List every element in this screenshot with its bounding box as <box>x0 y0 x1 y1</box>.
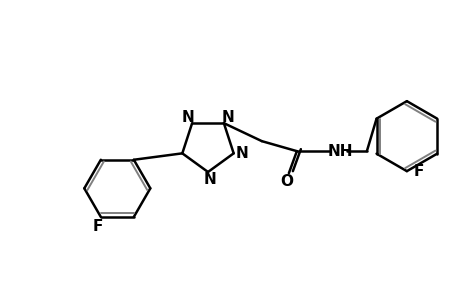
Text: F: F <box>413 164 423 179</box>
Text: N: N <box>203 172 216 187</box>
Text: N: N <box>181 110 194 125</box>
Text: N: N <box>221 110 234 125</box>
Text: NH: NH <box>327 144 353 159</box>
Text: F: F <box>92 219 103 234</box>
Text: N: N <box>235 146 247 161</box>
Text: O: O <box>280 174 293 189</box>
